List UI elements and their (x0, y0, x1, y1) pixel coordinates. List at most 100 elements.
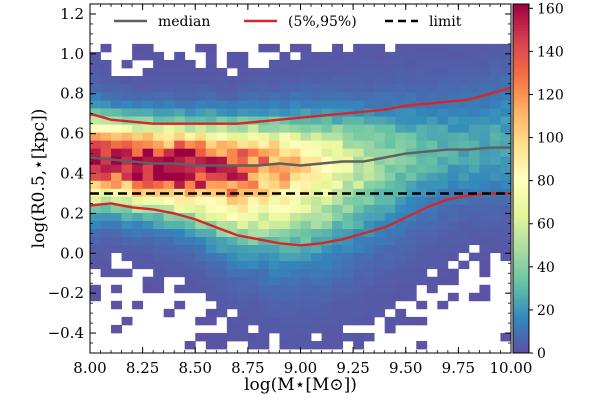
colorbar-frame (512, 3, 530, 354)
heatmap-cell (489, 84, 501, 93)
heatmap-cell (132, 228, 144, 237)
heatmap-cell (121, 148, 133, 157)
heatmap-cell (163, 92, 175, 101)
heatmap-cell (163, 308, 175, 318)
heatmap-cell (268, 132, 280, 141)
heatmap-cell (437, 59, 449, 69)
heatmap-cell (342, 332, 354, 342)
heatmap-cell (353, 67, 365, 77)
colorbar-segment (513, 27, 529, 31)
heatmap-cell (216, 180, 228, 189)
heatmap-cell (384, 116, 396, 125)
heatmap-cell (468, 212, 480, 221)
y-axis: −0.4 −0.2 0.0 0.2 0.4 0.6 0.8 1.0 1.2 (48, 5, 511, 344)
heatmap-cell (468, 124, 480, 133)
heatmap-cell (279, 300, 291, 310)
heatmap-cell (226, 172, 238, 181)
heatmap-cell (416, 76, 428, 85)
series-lines (89, 86, 512, 247)
heatmap-cell (153, 204, 165, 213)
heatmap-cell (374, 220, 386, 229)
heatmap-cell (226, 156, 238, 165)
heatmap-cell (342, 220, 354, 229)
heatmap-cell (395, 228, 407, 237)
heatmap-cell (226, 124, 238, 133)
colorbar-segment (513, 79, 529, 84)
heatmap-cell (311, 340, 322, 350)
heatmap-cell (416, 164, 428, 173)
heatmap-cell (258, 196, 270, 205)
heatmap-cell (195, 148, 207, 157)
heatmap-cell (500, 252, 512, 262)
heatmap-cell (311, 51, 322, 61)
heatmap-cell (458, 228, 470, 237)
heatmap-cell (163, 108, 175, 117)
heatmap-cell (184, 132, 196, 141)
heatmap-cell (289, 84, 301, 93)
heatmap-cell (184, 116, 196, 125)
colorbar-segment (513, 233, 529, 238)
heatmap-cell (426, 148, 438, 157)
heatmap-cell (321, 284, 333, 294)
heatmap-cell (237, 188, 249, 197)
heatmap-cell (300, 140, 312, 149)
heatmap-cell (132, 220, 144, 229)
heatmap-cell (342, 236, 354, 246)
heatmap-cell (153, 67, 165, 77)
heatmap-cell (216, 196, 228, 205)
heatmap-cell (195, 172, 207, 181)
heatmap-cell (489, 172, 501, 181)
heatmap-cell (100, 236, 112, 246)
heatmap-cell (342, 92, 354, 101)
heatmap-cell (311, 316, 322, 326)
heatmap-cell (353, 260, 365, 270)
heatmap-cell (247, 260, 259, 270)
heatmap-cell (311, 300, 322, 310)
heatmap-cell (268, 212, 280, 221)
heatmap-cell (142, 220, 154, 229)
heatmap-cell (363, 43, 375, 53)
heatmap-cell (363, 67, 375, 77)
colorbar-segment (513, 9, 529, 14)
heatmap-cell (289, 124, 301, 133)
heatmap-cell (395, 100, 407, 109)
heatmap-cell (353, 180, 365, 189)
heatmap-cell (500, 92, 512, 101)
colorbar-tick-label: 40 (537, 260, 555, 276)
heatmap-cell (384, 108, 396, 117)
heatmap-cell (268, 164, 280, 173)
heatmap-cell (437, 164, 449, 173)
heatmap-cell (90, 132, 101, 141)
heatmap-cell (247, 340, 259, 350)
heatmap-cell (268, 204, 280, 213)
heatmap-cell (384, 84, 396, 93)
heatmap-cell (416, 172, 428, 181)
heatmap-cell (321, 132, 333, 141)
heatmap-cell (90, 284, 101, 294)
heatmap-cell (311, 212, 322, 221)
colorbar-segment (513, 88, 529, 92)
colorbar-segment (513, 117, 529, 121)
heatmap-cell (500, 228, 512, 237)
heatmap-cell (342, 196, 354, 205)
colorbar-tick-label: 100 (537, 131, 564, 147)
heatmap-cell (258, 156, 270, 165)
heatmap-cell (405, 92, 417, 101)
heatmap-cell (258, 324, 270, 334)
heatmap-cell (90, 228, 101, 237)
heatmap-cell (374, 308, 386, 318)
heatmap-cell (405, 188, 417, 197)
heatmap-cell (321, 340, 333, 350)
heatmap-cell (268, 300, 280, 310)
heatmap-cell (153, 51, 165, 61)
heatmap-cell (311, 260, 322, 270)
heatmap-cell (289, 276, 301, 286)
heatmap-cell (395, 172, 407, 181)
heatmap-cell (279, 308, 291, 318)
heatmap-cell (374, 164, 386, 173)
heatmap-cell (289, 340, 301, 350)
heatmap-cell (332, 244, 343, 254)
heatmap-cell (121, 188, 133, 197)
heatmap-cell (132, 260, 144, 270)
heatmap-cell (405, 172, 417, 181)
